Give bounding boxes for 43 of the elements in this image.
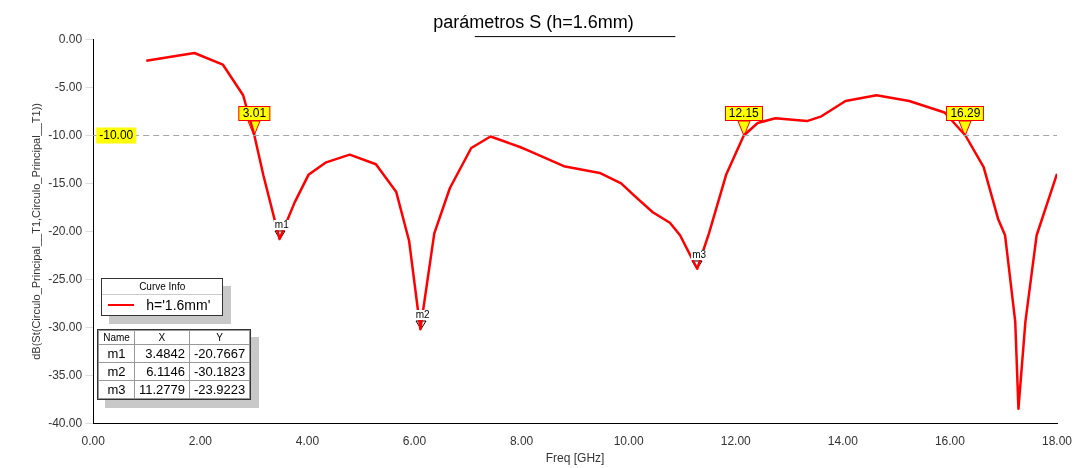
annotation: 12.15: [724, 105, 763, 121]
y-tick-label: -10.00: [48, 127, 83, 142]
y-axis-title: dB(St(Circulo_Principal__T1,Circulo_Principal__T1)): [29, 103, 42, 360]
y-tick-label: -40.00: [48, 415, 83, 430]
x-tick-label: 0.00: [81, 433, 106, 448]
y-tick-label: -5.00: [54, 79, 83, 94]
y-tick-label: -25.00: [48, 271, 83, 286]
x-tick-label: 8.00: [509, 433, 534, 448]
y-tick-label: -35.00: [48, 367, 83, 382]
annotation: -20.7667: [189, 344, 250, 363]
legend-label: h='1.6mm': [146, 297, 211, 314]
x-tick-label: 10.00: [613, 433, 644, 448]
x-tick-label: 2.00: [188, 433, 213, 448]
annotation: Y: [189, 330, 250, 345]
annotation: Name: [98, 330, 135, 345]
annotation: m2: [98, 362, 135, 381]
x-tick-label: 6.00: [402, 433, 427, 448]
x-tick-label: 16.00: [934, 433, 966, 448]
annotation: 11.2779: [134, 380, 190, 399]
annotation: m2: [414, 309, 431, 321]
annotation: m3: [691, 249, 708, 260]
annotation: m1: [98, 344, 135, 363]
annotation: 6.1146: [134, 362, 190, 381]
x-tick-label: 4.00: [295, 433, 320, 448]
x-tick-label: 14.00: [827, 433, 859, 448]
y-tick-label: -30.00: [48, 319, 83, 334]
x-axis-title: Freq [GHz]: [545, 451, 605, 466]
annotation: 16.29: [946, 105, 985, 121]
y-tick-label: 0.00: [58, 31, 83, 46]
ref-line-label: -10.00: [99, 127, 134, 142]
legend-title: Curve Info: [102, 279, 223, 296]
annotation: -23.9223: [189, 380, 250, 399]
y-tick-label: -20.00: [48, 223, 83, 238]
y-tick-label: -15.00: [48, 175, 83, 190]
x-tick-label: 12.00: [720, 433, 752, 448]
chart-title: parámetros S (h=1.6mm): [433, 11, 634, 32]
annotation: X: [134, 330, 190, 345]
x-tick-label: 18.00: [1041, 433, 1073, 448]
annotation: 3.01: [238, 105, 271, 121]
annotation: -30.1823: [189, 362, 250, 381]
annotation: m1: [273, 218, 290, 230]
annotation: m3: [98, 380, 135, 399]
annotation: 3.4842: [134, 344, 190, 363]
